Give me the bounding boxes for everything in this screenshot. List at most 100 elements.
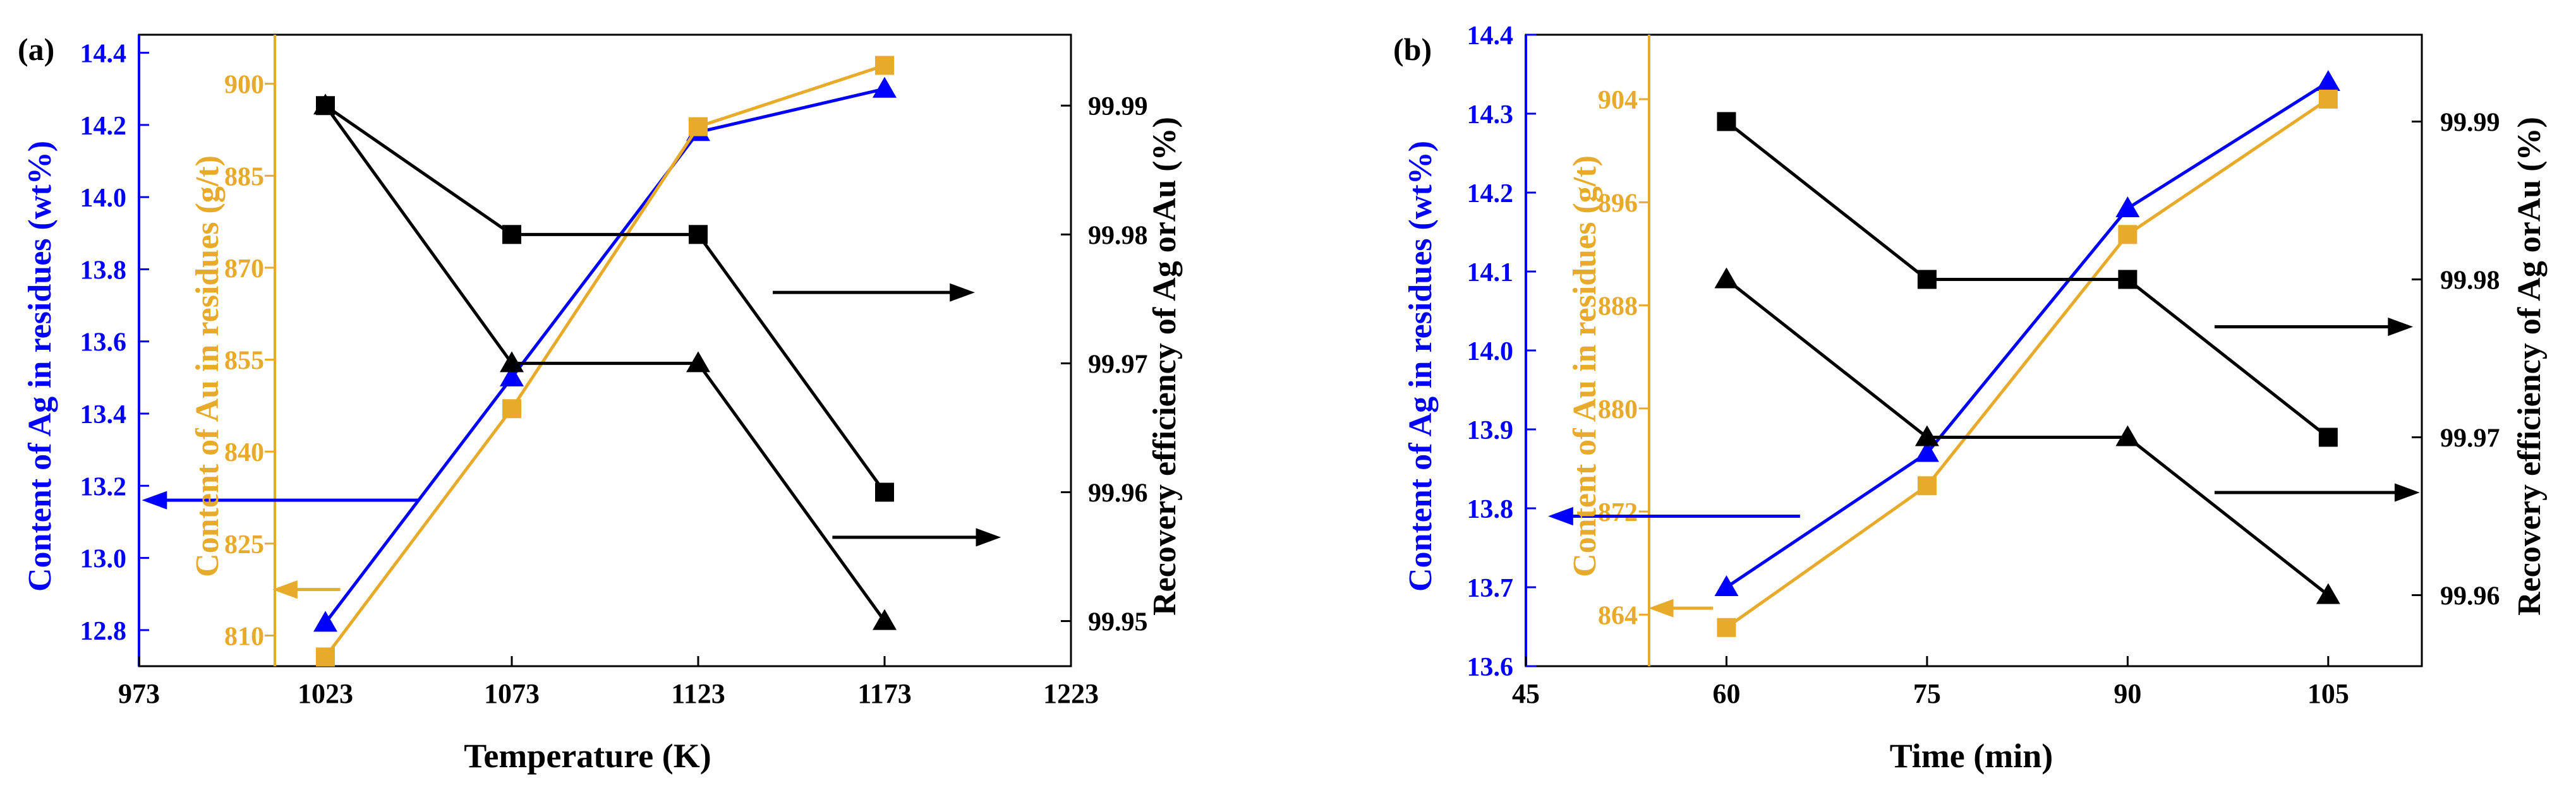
ag-tick-label: 13.7	[1467, 574, 1514, 603]
au-tick-label: 870	[224, 254, 264, 284]
ag-content-point	[2115, 196, 2140, 217]
au-tick-label: 840	[224, 438, 264, 467]
au-recovery-point	[1714, 267, 1739, 289]
ag-content-point	[873, 76, 897, 98]
au-recovery-line	[1725, 278, 2330, 597]
au-tick-label: 872	[1598, 498, 1638, 527]
ag-tick-label: 14.0	[1467, 337, 1514, 366]
x-axis-title: Temperature (K)	[464, 737, 711, 775]
recovery-tick-label: 99.96	[1088, 479, 1148, 508]
au-recovery-point	[873, 609, 897, 630]
au-content-point	[2318, 90, 2338, 109]
au-tick-label: 855	[224, 347, 264, 376]
ag-tick-label: 14.3	[1467, 100, 1514, 129]
recovery-tick-label: 99.98	[2440, 266, 2500, 296]
ag-recovery-point	[2318, 427, 2338, 447]
x-tick-label: 1073	[484, 678, 540, 709]
plot-frame	[1525, 33, 2423, 667]
au-content-point	[875, 56, 894, 75]
au-tick-label: 864	[1598, 601, 1638, 630]
ag-recovery-line	[1725, 120, 2330, 439]
x-tick-label: 90	[2113, 678, 2141, 709]
x-tick-label: 75	[1913, 678, 1941, 709]
x-tick-label: 45	[1512, 678, 1540, 709]
au-tick-label: 888	[1598, 292, 1638, 321]
ag-tick-label: 12.8	[80, 617, 127, 646]
plot-area-b: 45 60 75 90 105 13.6 13.7 13.8 13.9 14.0 14.1 14.2 1…	[1467, 21, 2500, 709]
x-tick-label: 1123	[671, 678, 725, 709]
au-tick-label: 825	[224, 530, 264, 559]
ag-tick-label: 13.6	[80, 328, 127, 357]
au-content-point	[316, 647, 335, 667]
ag-tick-label: 13.8	[1467, 495, 1514, 524]
ag-tick-label: 13.6	[1467, 653, 1514, 682]
au-arrow	[272, 580, 341, 599]
au-axis-title: Content of Au in residues (g/t)	[1567, 155, 1603, 577]
au-tick-label: 810	[224, 622, 264, 651]
recovery-axis-title: Recovery efficiency of Ag orAu (%)	[1147, 117, 1183, 616]
ag-recovery-point	[1917, 270, 1937, 289]
ag-content-point	[500, 365, 524, 386]
x-tick-label: 1023	[298, 678, 353, 709]
au-tick-label: 900	[224, 71, 264, 100]
au-content-point	[2118, 225, 2138, 244]
recovery-tick-label: 99.95	[1088, 608, 1148, 637]
panel-label: (a)	[18, 32, 54, 67]
au-content-point	[1917, 476, 1937, 496]
ag-recovery-point	[1717, 112, 1736, 131]
recovery-tick-label: 99.96	[2440, 582, 2500, 611]
ag-tick-label: 13.9	[1467, 416, 1514, 445]
rec-arrow	[2214, 483, 2420, 502]
recovery-tick-label: 99.97	[1088, 350, 1148, 379]
au-content-point	[689, 117, 708, 136]
ag-tick-label: 14.1	[1467, 258, 1514, 287]
au-recovery-line	[324, 104, 886, 623]
ag-content-point	[2316, 70, 2340, 91]
ag-axis-title: Content of Ag in residues (wt%)	[22, 141, 58, 592]
au-axis-title: Content of Au in residues (g/t)	[190, 155, 226, 577]
ag-tick-label: 13.8	[80, 256, 127, 285]
ag-arrow	[142, 491, 419, 510]
ag-content-point	[1714, 575, 1739, 596]
rec-arrow	[832, 528, 1001, 547]
recovery-axis-title: Recovery efficiency of Ag orAu (%)	[2512, 117, 2548, 616]
x-axis-title: Time (min)	[1890, 737, 2053, 775]
x-tick-label: 105	[2307, 678, 2349, 709]
au-tick-label: 880	[1598, 395, 1638, 424]
au-recovery-point	[2316, 583, 2340, 604]
recovery-tick-label: 99.98	[1088, 221, 1148, 250]
ag-tick-label: 14.4	[80, 40, 127, 69]
ag-recovery-line	[324, 104, 886, 493]
au-recovery-point	[313, 93, 337, 115]
ag-axis-title: Content of Ag in residues (wt%)	[1403, 141, 1439, 592]
ag-content-line	[1726, 80, 2330, 589]
ag-content-point	[313, 611, 337, 632]
au-tick-label: 896	[1598, 189, 1638, 218]
au-content-point	[1717, 618, 1736, 637]
au-recovery-point	[2115, 425, 2140, 446]
ag-tick-label: 14.4	[1467, 21, 1514, 51]
au-tick-label: 885	[224, 162, 264, 191]
rec-arrow	[2214, 317, 2414, 337]
recovery-tick-label: 99.99	[2440, 109, 2500, 138]
x-tick-label: 60	[1712, 678, 1740, 709]
ag-recovery-point	[502, 225, 521, 244]
au-recovery-point	[1914, 425, 1939, 446]
ag-tick-label: 14.2	[1467, 179, 1514, 208]
au-content-line	[1726, 97, 2330, 629]
ag-tick-label: 14.2	[80, 112, 127, 141]
panel-b: (b) 45 60 75 90 105 13.6 13.7 13.8 13.9 14.0 14.1 1…	[1393, 21, 2548, 775]
plot-frame	[138, 33, 1072, 667]
au-recovery-point	[686, 351, 710, 373]
au-arrow	[1648, 599, 1714, 618]
ag-arrow	[1548, 506, 1800, 526]
recovery-tick-label: 99.97	[2440, 424, 2500, 453]
plot-area-a: 973 1023 1073 1123 1173 1223 12.8 13.0 13.2 13.4 1…	[80, 33, 1148, 709]
ag-recovery-point	[875, 482, 894, 502]
x-tick-label: 1223	[1043, 678, 1099, 709]
au-content-point	[502, 399, 521, 419]
ag-tick-label: 13.2	[80, 472, 127, 501]
au-tick-label: 904	[1598, 86, 1638, 115]
recovery-tick-label: 99.99	[1088, 92, 1148, 121]
